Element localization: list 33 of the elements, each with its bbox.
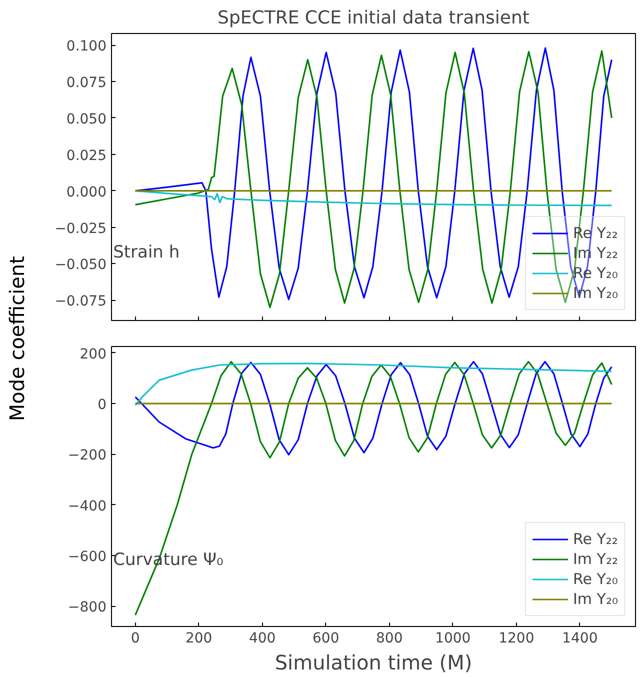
y-tick-label: −0.050 xyxy=(54,257,107,274)
y-tick-label: 0.100 xyxy=(66,38,107,55)
y-tick-label: 0.075 xyxy=(66,75,107,92)
annotation: Strain h xyxy=(113,242,180,262)
y-tick-label: −800 xyxy=(68,600,106,616)
y-tick-label: −0.025 xyxy=(54,220,107,237)
y-tick-label: 0 xyxy=(98,397,107,414)
x-axis-title: Simulation time (M) xyxy=(274,650,472,674)
x-tick-label: 400 xyxy=(248,630,276,646)
x-tick-label: 1400 xyxy=(562,630,598,646)
x-tick-label: 1000 xyxy=(435,630,471,646)
y-tick-label: −0.075 xyxy=(54,294,107,310)
y-tick-label: −200 xyxy=(68,448,106,464)
y-tick-label: 0.050 xyxy=(66,111,107,128)
line-series xyxy=(134,190,612,206)
x-tick-label: 200 xyxy=(185,630,212,646)
y-tick-label: 0.000 xyxy=(66,184,107,200)
x-tick-label: 600 xyxy=(312,630,340,646)
x-tick-label: 1200 xyxy=(498,630,534,646)
y-tick-label: 200 xyxy=(80,346,107,362)
legend-label: Im Y₂₀ xyxy=(573,589,618,609)
x-tick-label: 0 xyxy=(130,630,140,646)
x-tick-label: 800 xyxy=(376,630,403,646)
legend-label: Re Y₂₀ xyxy=(573,569,618,589)
legend-label: Im Y₂₂ xyxy=(573,549,618,569)
legend-label: Re Y₂₂ xyxy=(573,529,618,549)
y-tick-label: −600 xyxy=(68,549,106,566)
chart-title: SpECTRE CCE initial data transient xyxy=(218,8,530,28)
y-axis-title: Mode coefficient xyxy=(5,256,29,422)
line-series xyxy=(134,362,612,406)
y-tick-label: 0.025 xyxy=(66,148,107,164)
y-tick-label: −400 xyxy=(68,498,106,514)
line-series xyxy=(134,360,612,456)
